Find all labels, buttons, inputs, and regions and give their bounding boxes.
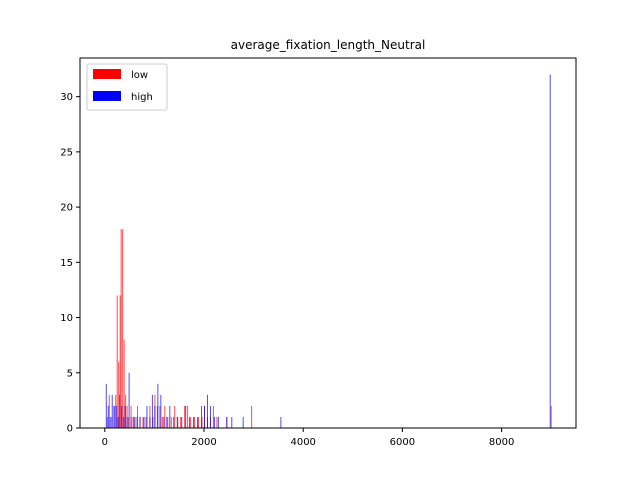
bar-high-15 [136, 416, 138, 428]
bar-high-4 [114, 405, 116, 428]
y-tick-label-4: 20 [60, 203, 73, 214]
legend-swatch-high [93, 91, 121, 101]
bar-high-24 [163, 416, 165, 428]
bar-low-20 [145, 416, 147, 428]
bar-high-9 [123, 416, 125, 428]
chart-title: average_fixation_length_Neutral [231, 38, 426, 52]
bar-high-43 [280, 416, 282, 428]
bar-high-7 [119, 394, 121, 428]
bar-high-21 [154, 405, 156, 428]
bar-high-29 [181, 416, 183, 428]
y-tick-label-1: 5 [67, 368, 73, 379]
plot-frame [79, 57, 577, 429]
bar-high-27 [173, 416, 175, 428]
bar-high-3 [111, 394, 113, 428]
bar-high-19 [149, 416, 151, 428]
y-tick-label-0: 0 [67, 424, 73, 435]
legend-label-low: low [131, 70, 148, 81]
bar-low-10 [123, 339, 125, 428]
bar-low-45 [251, 405, 253, 428]
y-tick-label-6: 30 [60, 92, 73, 103]
bar-low-7 [119, 295, 121, 428]
bar-high-10 [124, 405, 126, 428]
bar-low-27 [164, 405, 166, 428]
bar-high-13 [130, 416, 132, 428]
y-axis-ticks: 0 5 10 15 20 25 30 [60, 92, 80, 435]
bar-high-5 [116, 405, 118, 428]
legend-swatch-low [93, 69, 121, 79]
bar-high-8 [121, 405, 123, 428]
bar-low-25 [159, 405, 161, 428]
bar-high-26 [169, 405, 171, 428]
bar-low-5 [116, 295, 118, 428]
bar-low-42 [212, 405, 214, 428]
bar-high-44 [549, 74, 551, 428]
x-tick-label-1: 2000 [191, 437, 216, 448]
bar-high-20 [151, 394, 153, 428]
bar-low-15 [132, 416, 134, 428]
x-tick-label-4: 8000 [489, 437, 514, 448]
bar-low-6 [118, 361, 120, 428]
x-tick-label-3: 6000 [390, 437, 415, 448]
bar-high-37 [209, 405, 211, 428]
bar-high-28 [177, 416, 179, 428]
bar-high-36 [206, 394, 208, 428]
x-tick-label-0: 0 [102, 437, 108, 448]
bar-high-1 [107, 405, 109, 428]
bar-low-43 [216, 416, 218, 428]
bar-low-30 [174, 405, 176, 428]
bar-high-0 [105, 383, 107, 428]
bar-low-16 [134, 416, 136, 428]
bar-low-19 [142, 416, 144, 428]
bar-high-16 [139, 416, 141, 428]
bar-high-31 [189, 416, 191, 428]
bar-low-28 [167, 416, 169, 428]
bar-low-37 [198, 416, 200, 428]
bar-high-18 [146, 405, 148, 428]
bars-layer [105, 74, 552, 428]
bar-high-30 [185, 405, 187, 428]
x-axis-ticks: 0 2000 4000 6000 8000 [102, 428, 514, 448]
bar-high-41 [231, 416, 233, 428]
bar-high-12 [128, 372, 130, 428]
y-tick-label-5: 25 [60, 147, 73, 158]
bar-high-25 [166, 416, 168, 428]
bar-high-6 [117, 416, 119, 428]
bar-high-42 [242, 416, 244, 428]
y-tick-label-3: 15 [60, 258, 73, 269]
bar-low-26 [161, 416, 163, 428]
bar-high-11 [126, 416, 128, 428]
bar-high-22 [157, 383, 159, 428]
bar-low-46 [550, 405, 552, 428]
bar-low-35 [190, 416, 192, 428]
bar-high-39 [217, 416, 219, 428]
bar-high-17 [143, 416, 145, 428]
bar-low-29 [170, 416, 172, 428]
bar-high-2 [109, 416, 111, 428]
bar-high-35 [204, 405, 205, 428]
bar-high-23 [160, 394, 162, 428]
bar-low-33 [184, 405, 186, 428]
bar-high-34 [201, 405, 203, 428]
bar-low-8 [120, 229, 122, 428]
x-tick-label-2: 4000 [290, 437, 315, 448]
bar-low-0 [106, 416, 108, 428]
bar-low-36 [194, 416, 196, 428]
bar-high-33 [197, 416, 199, 428]
bar-low-3 [113, 405, 115, 428]
bar-low-32 [180, 416, 182, 428]
y-tick-label-2: 10 [60, 313, 73, 324]
bar-high-32 [193, 416, 195, 428]
legend-label-high: high [131, 92, 153, 103]
bar-high-14 [133, 416, 135, 428]
bar-high-40 [226, 416, 228, 428]
bar-high-38 [213, 416, 215, 428]
legend: low high [86, 63, 168, 111]
bar-low-1 [108, 394, 110, 428]
bar-low-34 [187, 405, 189, 428]
bar-low-4 [115, 394, 117, 428]
bar-low-9 [122, 229, 124, 428]
